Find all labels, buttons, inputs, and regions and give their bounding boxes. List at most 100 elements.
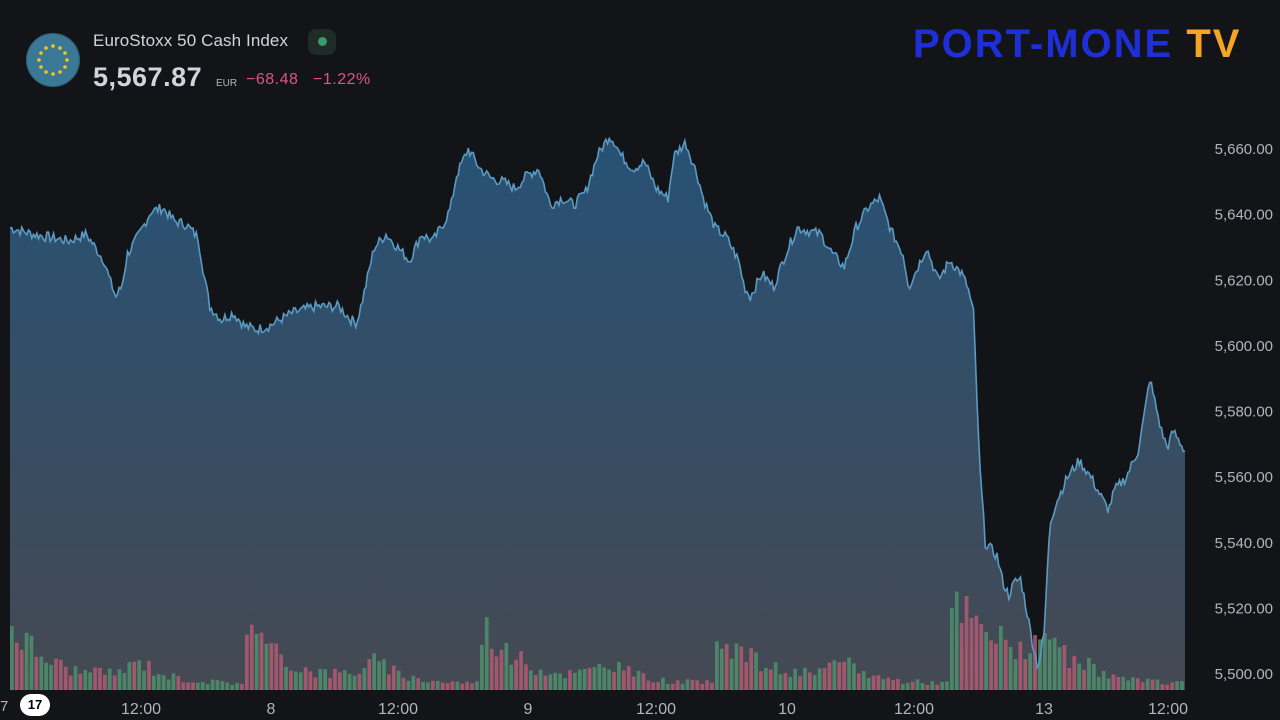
volume-bar bbox=[440, 682, 445, 690]
price-change-percent: −1.22% bbox=[313, 71, 371, 88]
volume-bar bbox=[73, 666, 78, 690]
volume-bar bbox=[1003, 639, 1008, 690]
volume-bar bbox=[1140, 682, 1145, 690]
volume-bar bbox=[680, 683, 685, 690]
volume-bar bbox=[793, 668, 797, 690]
volume-bar bbox=[1165, 684, 1170, 690]
volume-bar bbox=[690, 679, 695, 690]
volume-bar bbox=[871, 675, 876, 690]
tradingview-logo-icon[interactable]: 17 bbox=[20, 694, 50, 716]
volume-bar bbox=[264, 643, 269, 690]
volume-bar bbox=[1077, 663, 1081, 690]
volume-bar bbox=[754, 652, 758, 690]
volume-bar bbox=[641, 673, 646, 690]
volume-bar bbox=[930, 681, 935, 690]
market-open-dot-icon bbox=[318, 37, 327, 46]
volume-bar bbox=[1101, 670, 1106, 690]
volume-bar bbox=[338, 672, 342, 690]
volume-bar bbox=[617, 662, 621, 690]
brand-logo: PORT-MONE TV bbox=[913, 22, 1241, 67]
volume-bar bbox=[1047, 639, 1052, 690]
volume-bar bbox=[347, 674, 352, 690]
volume-bar bbox=[122, 672, 127, 690]
volume-bar bbox=[191, 682, 195, 690]
volume-bar bbox=[171, 673, 176, 690]
volume-bar bbox=[39, 656, 44, 690]
volume-bar bbox=[294, 671, 298, 690]
volume-bar bbox=[107, 668, 112, 690]
symbol-name[interactable]: EuroStoxx 50 Cash Index bbox=[93, 31, 289, 50]
volume-bar bbox=[651, 682, 656, 690]
volume-bar bbox=[210, 679, 215, 690]
volume-bar bbox=[994, 643, 998, 690]
volume-bar bbox=[803, 667, 807, 690]
volume-bar bbox=[470, 683, 474, 690]
volume-bar bbox=[63, 666, 68, 690]
volume-bar bbox=[382, 659, 386, 690]
volume-bar bbox=[1175, 681, 1179, 690]
volume-bar bbox=[636, 670, 641, 690]
volume-bar bbox=[734, 643, 739, 690]
volume-bar bbox=[984, 631, 988, 690]
volume-bar bbox=[166, 679, 171, 690]
volume-bar bbox=[484, 617, 489, 690]
volume-bar bbox=[719, 648, 724, 690]
volume-bar bbox=[152, 675, 156, 690]
volume-bar bbox=[587, 667, 592, 690]
volume-bar bbox=[656, 682, 660, 690]
volume-bar bbox=[896, 678, 900, 690]
volume-bar bbox=[269, 643, 274, 690]
volume-bar bbox=[1023, 659, 1028, 690]
volume-bar bbox=[1082, 669, 1086, 690]
volume-bar bbox=[245, 634, 249, 690]
volume-bar bbox=[1013, 659, 1018, 690]
volume-bar bbox=[445, 683, 450, 690]
currency-label: EUR bbox=[216, 78, 238, 89]
volume-bar bbox=[499, 649, 504, 690]
volume-bar bbox=[798, 676, 802, 690]
volume-bar bbox=[710, 682, 714, 690]
volume-bar bbox=[181, 682, 186, 690]
volume-bar bbox=[406, 680, 411, 690]
volume-bar bbox=[538, 669, 543, 690]
volume-bar bbox=[812, 674, 817, 690]
volume-bar bbox=[979, 623, 984, 690]
x-axis-tick-label: 12:00 bbox=[894, 701, 934, 718]
market-status-badge[interactable] bbox=[308, 29, 336, 55]
volume-bar bbox=[156, 674, 161, 690]
volume-bar bbox=[235, 682, 239, 690]
volume-bar bbox=[387, 674, 391, 690]
volume-bar bbox=[342, 670, 347, 690]
price-area-fill bbox=[10, 138, 1185, 690]
volume-bar bbox=[200, 682, 205, 690]
volume-bar bbox=[749, 648, 753, 690]
volume-bar bbox=[705, 680, 709, 690]
volume-bar bbox=[573, 672, 577, 690]
volume-bar bbox=[98, 667, 102, 690]
y-axis-tick-label: 5,640.00 bbox=[1215, 207, 1273, 224]
volume-bar bbox=[289, 670, 293, 690]
price-line bbox=[9, 136, 1186, 671]
volume-bar bbox=[59, 659, 63, 690]
volume-bar bbox=[284, 666, 288, 690]
volume-bar bbox=[612, 672, 616, 690]
volume-bar bbox=[112, 675, 117, 690]
volume-bar bbox=[783, 673, 788, 690]
volume-bar bbox=[44, 662, 48, 690]
volume-bar bbox=[1072, 655, 1077, 690]
volume-bar bbox=[215, 680, 220, 690]
volume-bar bbox=[866, 678, 871, 690]
volume-bar bbox=[558, 673, 562, 690]
volume-bar bbox=[460, 683, 465, 690]
volume-bar bbox=[822, 668, 827, 690]
volume-bar bbox=[259, 632, 264, 690]
volume-bar bbox=[999, 625, 1003, 690]
volume-bar bbox=[891, 680, 895, 690]
brand-tv-text: TV bbox=[1186, 22, 1242, 66]
volume-bar bbox=[827, 662, 832, 690]
volume-bar bbox=[1062, 645, 1067, 690]
volume-bar bbox=[837, 662, 842, 690]
volume-bar bbox=[729, 658, 734, 690]
volume-bar bbox=[661, 677, 665, 690]
